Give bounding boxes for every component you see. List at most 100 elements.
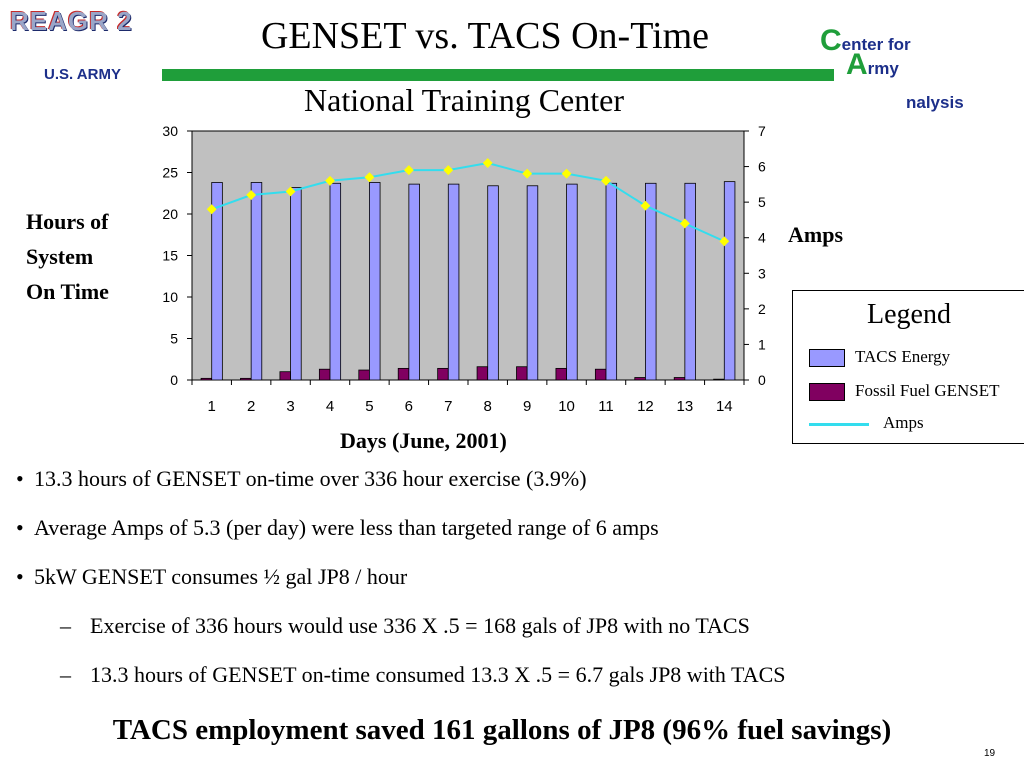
x-tick-label: 5 [365,398,373,415]
legend-item-tacs: TACS Energy [809,347,950,368]
bar-genset [318,368,331,381]
bar-tacs [723,181,736,381]
x-tick-label: 1 [208,398,216,415]
bar-tacs [526,185,539,381]
y-right-tick-label: 3 [758,265,766,281]
y-left-tick-label: 5 [170,331,178,347]
bar-genset [555,367,567,381]
x-tick-label: 12 [637,398,654,415]
bar-tacs [605,182,618,381]
amps-point [443,165,454,176]
x-tick-label: 6 [405,398,413,415]
x-tick-label: 7 [444,398,452,415]
bullet-item: • Average Amps of 5.3 (per day) were less… [16,515,659,540]
bar-tacs [408,183,420,381]
x-tick-label: 10 [558,398,575,415]
bar-genset [397,367,410,381]
slide-subtitle: National Training Center [304,82,624,118]
logo-line-1: Center for [820,24,911,57]
bar-tacs [487,185,499,381]
legend-swatch-tacs [809,349,845,368]
y-right-tick-label: 2 [758,301,766,317]
x-tick-label: 14 [716,398,733,415]
amps-point [719,236,730,247]
y-right-tick-label: 0 [758,372,766,388]
amps-point [285,186,296,197]
amps-point [561,168,572,179]
y-left-tick-label: 25 [162,165,178,181]
x-tick-label: 3 [286,398,294,415]
bar-tacs [329,182,342,381]
y-left-tick-label: 10 [162,289,178,305]
bar-genset [673,377,686,381]
legend-swatch-genset [809,383,845,402]
legend-title: Legend [867,299,951,330]
amps-point [246,190,257,200]
bar-genset [594,368,607,381]
slide-title: GENSET vs. TACS On-Time [260,15,710,57]
header-green-bar [162,69,834,81]
y-left-tick-label: 20 [162,206,178,222]
y-right-tick-label: 6 [758,159,766,175]
y-right-tick-label: 1 [758,336,766,352]
bar-tacs [645,182,657,381]
legend-item-amps: Amps [809,413,924,433]
y-axis-left-label: Hours of System On Time [26,209,109,304]
sub-bullet-item: – Exercise of 336 hours would use 336 X .… [60,613,750,638]
bar-genset [476,366,489,381]
amps-point [482,158,493,168]
reagr-logo: REAGR 2 [10,6,133,36]
logo-line-2: Army [846,48,899,81]
amps-point [679,218,690,229]
amps-point [640,200,651,211]
amps-point [206,204,217,215]
y-left-tick-label: 30 [162,123,178,139]
bar-tacs [566,183,578,381]
y-axis-right-label: Amps [788,222,844,247]
bar-tacs [250,182,263,381]
x-tick-label: 2 [247,398,255,415]
y-right-tick-label: 7 [758,123,766,139]
amps-point [403,165,414,176]
x-tick-label: 11 [598,398,614,415]
y-left-tick-label: 15 [162,248,178,264]
page-number: 19 [984,748,996,759]
chart-legend: Legend TACS Energy Fossil Fuel GENSET Am… [792,290,1024,444]
x-axis-label: Days (June, 2001) [340,428,507,453]
amps-point [364,172,375,183]
us-army-label: U.S. ARMY [44,66,121,83]
x-tick-label: 13 [677,398,694,415]
bar-genset [279,371,291,381]
bar-genset [634,377,646,381]
bar-genset [240,377,252,381]
plot-area [191,130,745,381]
bar-tacs [211,182,223,381]
bar-tacs [447,183,460,381]
y-right-tick-label: 5 [758,194,766,210]
legend-line-amps [809,422,869,426]
bar-genset [200,377,213,381]
y-right-tick-label: 4 [758,230,766,246]
logo-line-3: nalysis [906,93,964,112]
bullet-list: • 13.3 hours of GENSET on-time over 336 h… [16,466,1016,711]
bar-genset [713,378,725,381]
amps-line [211,161,725,243]
x-tick-label: 9 [523,398,531,415]
y-left-tick-label: 0 [170,372,178,388]
sub-bullet-item: –13.3 hours of GENSET on-time consumed 1… [60,662,786,687]
amps-point [522,168,533,179]
bar-tacs [290,187,302,381]
amps-point [325,175,335,186]
bullet-item: • 5kW GENSET consumes ½ gal JP8 / hour [16,564,408,589]
x-tick-label: 4 [326,398,334,415]
x-tick-label: 8 [484,398,492,415]
bar-tacs [369,182,381,381]
bar-genset [516,366,528,381]
bar-genset [358,369,370,381]
conclusion-text: TACS employment saved 161 gallons of JP8… [112,714,892,746]
center-for-army-analysis-logo: Center for Army nalysis [820,24,964,113]
bullet-item: • 13.3 hours of GENSET on-time over 336 h… [16,466,587,491]
amps-point [601,175,611,186]
bar-tacs [684,182,696,381]
